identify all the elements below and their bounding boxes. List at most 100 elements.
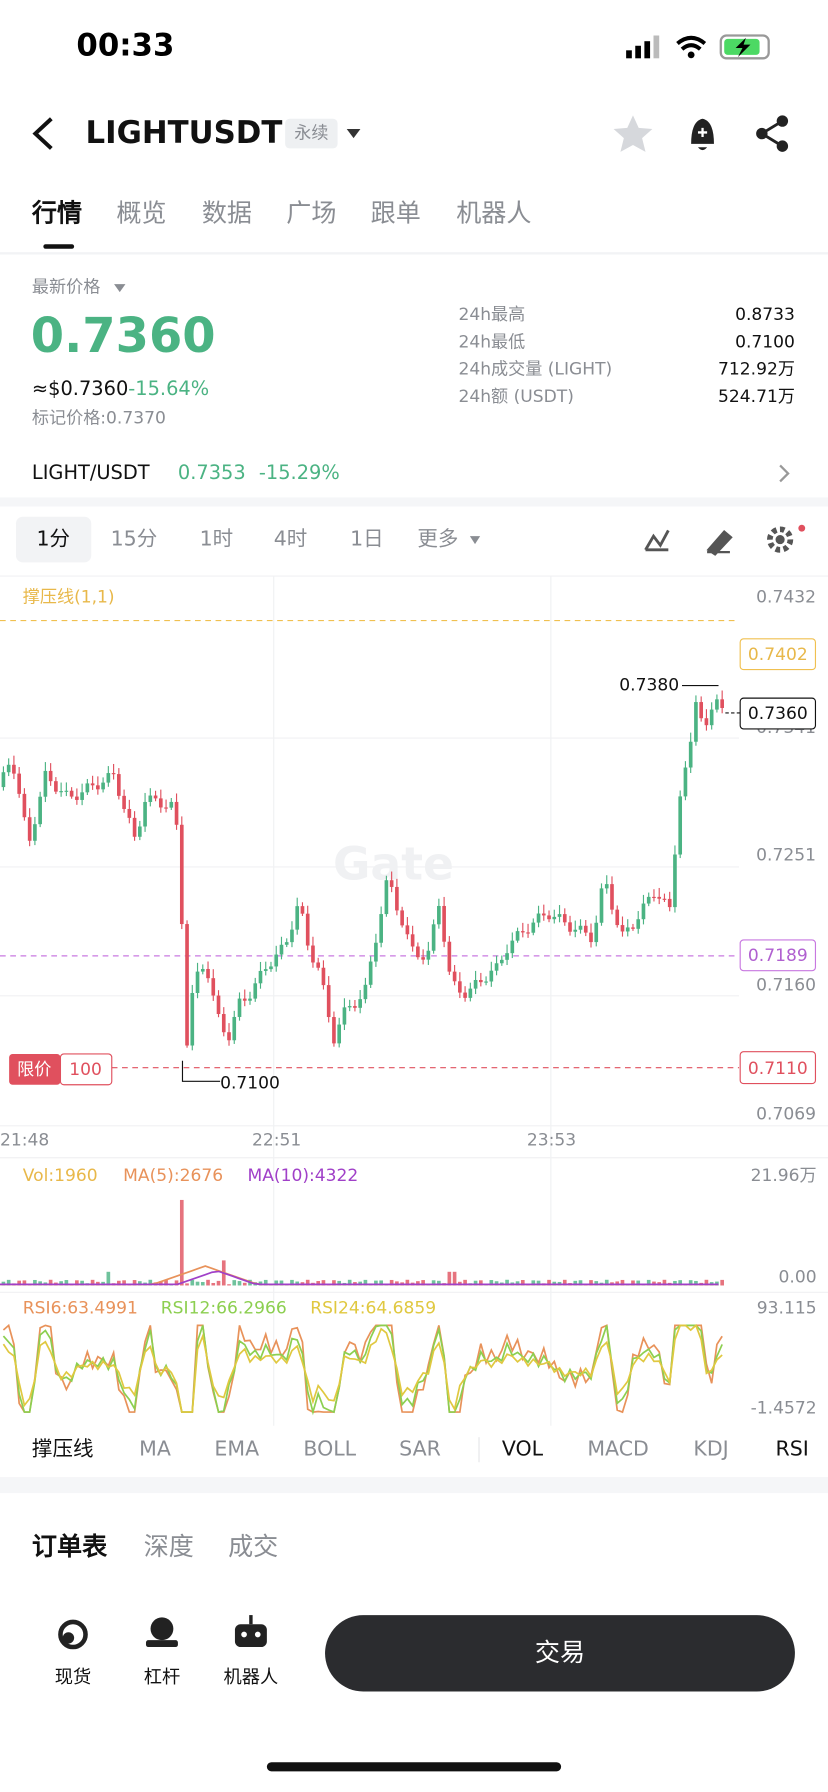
candle bbox=[122, 795, 126, 809]
volume-bar bbox=[279, 1280, 284, 1286]
tab[interactable]: 行情 bbox=[31, 199, 82, 228]
candle bbox=[127, 808, 132, 818]
spot-icon[interactable] bbox=[58, 1619, 88, 1650]
volume-bar bbox=[122, 1280, 126, 1286]
candle bbox=[510, 940, 515, 954]
favorite[interactable] bbox=[613, 115, 653, 152]
dropdown[interactable] bbox=[346, 129, 361, 139]
volume-bar bbox=[195, 1281, 200, 1286]
rsi-line bbox=[2, 1323, 723, 1414]
candle bbox=[138, 826, 142, 837]
settings-badge bbox=[798, 524, 806, 532]
order-tab[interactable]: 订单表 bbox=[32, 1532, 108, 1561]
nav-label[interactable]: 现货 bbox=[55, 1667, 91, 1688]
candle bbox=[421, 957, 425, 960]
order-tab[interactable]: 成交 bbox=[228, 1532, 278, 1561]
candle bbox=[22, 793, 27, 818]
volume-bar bbox=[615, 1281, 620, 1286]
order-qty: 100 bbox=[69, 1060, 102, 1080]
indicator-tab[interactable]: SAR bbox=[399, 1437, 441, 1461]
order-tab[interactable]: 深度 bbox=[144, 1532, 194, 1561]
divider bbox=[0, 252, 828, 255]
stat-value: 0.8733 bbox=[735, 305, 795, 325]
indicator-tab[interactable]: VOL bbox=[502, 1437, 544, 1461]
indicator-tab[interactable]: MACD bbox=[587, 1437, 649, 1461]
interval[interactable]: 更多 bbox=[417, 527, 458, 551]
nav-label[interactable]: 杠杆 bbox=[144, 1667, 180, 1688]
volume-bar bbox=[38, 1281, 42, 1286]
interval[interactable]: 1时 bbox=[200, 527, 234, 551]
candle bbox=[526, 932, 530, 934]
vol-max: 21.96万 bbox=[751, 1166, 817, 1186]
tab[interactable]: 数据 bbox=[202, 199, 252, 228]
candle bbox=[604, 884, 609, 889]
tab[interactable]: 机器人 bbox=[456, 199, 531, 228]
volume-bar bbox=[421, 1280, 425, 1286]
share[interactable] bbox=[756, 115, 789, 152]
volume-bar bbox=[290, 1279, 294, 1286]
indicator-tab[interactable]: EMA bbox=[214, 1437, 259, 1461]
candle bbox=[625, 927, 630, 932]
draw-icon[interactable] bbox=[706, 530, 733, 556]
volume-bar bbox=[489, 1280, 494, 1286]
candle bbox=[583, 925, 588, 933]
candle bbox=[720, 699, 724, 708]
candle bbox=[295, 906, 300, 930]
vol-min: 0.00 bbox=[779, 1267, 817, 1287]
candle bbox=[405, 925, 410, 935]
price-axis-label: 0.7251 bbox=[756, 846, 816, 866]
indicator-tab[interactable]: RSI bbox=[776, 1437, 809, 1461]
candle bbox=[106, 773, 111, 783]
interval[interactable]: 15分 bbox=[111, 527, 158, 551]
candle bbox=[442, 905, 446, 942]
candle bbox=[1, 772, 6, 788]
indicator-label: 撑压线(1,1) bbox=[23, 588, 115, 608]
nav-label[interactable]: 机器人 bbox=[224, 1667, 279, 1688]
indicator-tab[interactable]: BOLL bbox=[303, 1437, 356, 1461]
volume-bar bbox=[75, 1280, 79, 1286]
candle bbox=[43, 770, 48, 797]
candle bbox=[358, 999, 362, 1008]
candle bbox=[652, 896, 656, 899]
back-button[interactable] bbox=[32, 117, 53, 150]
interval[interactable]: 1日 bbox=[350, 527, 384, 551]
tab[interactable]: 跟单 bbox=[371, 199, 421, 228]
candle bbox=[38, 796, 42, 825]
candle bbox=[395, 886, 399, 911]
volume-bar bbox=[59, 1281, 63, 1286]
tab[interactable]: 广场 bbox=[286, 199, 336, 228]
margin-icon[interactable] bbox=[145, 1617, 178, 1648]
indicator-tab[interactable]: KDJ bbox=[693, 1437, 728, 1461]
candle bbox=[253, 983, 258, 999]
price-axis-label: 0.7432 bbox=[756, 588, 816, 608]
indicator-tab[interactable]: 撑压线 bbox=[32, 1437, 94, 1461]
candle bbox=[216, 995, 221, 1015]
candle bbox=[269, 966, 273, 970]
bot-icon[interactable] bbox=[234, 1615, 267, 1648]
order-tag[interactable] bbox=[9, 1053, 61, 1085]
stat-label: 24h最低 bbox=[458, 332, 525, 352]
time-label: 21:48 bbox=[0, 1131, 49, 1151]
trade-button[interactable] bbox=[325, 1615, 795, 1692]
candle bbox=[489, 970, 494, 982]
low-pointer bbox=[181, 1060, 221, 1082]
interval[interactable]: 1分 bbox=[36, 527, 70, 551]
volume-bar bbox=[505, 1279, 509, 1286]
volume-bar bbox=[148, 1279, 153, 1286]
candle bbox=[174, 801, 179, 825]
interval[interactable]: 4时 bbox=[274, 527, 308, 551]
candle bbox=[316, 962, 321, 968]
indicator-tab[interactable]: MA bbox=[139, 1437, 171, 1461]
candle bbox=[248, 998, 252, 1001]
candle bbox=[426, 950, 431, 960]
price-axis-label: 0.7160 bbox=[756, 976, 816, 996]
candle bbox=[662, 898, 667, 900]
settings-icon[interactable] bbox=[766, 526, 794, 553]
indicator-icon[interactable] bbox=[644, 529, 670, 552]
volume-bar bbox=[562, 1279, 567, 1286]
tab[interactable]: 概览 bbox=[116, 199, 166, 228]
candle bbox=[117, 774, 121, 796]
candle bbox=[179, 824, 184, 925]
candle bbox=[620, 925, 625, 932]
spot-arrow[interactable] bbox=[779, 464, 790, 483]
